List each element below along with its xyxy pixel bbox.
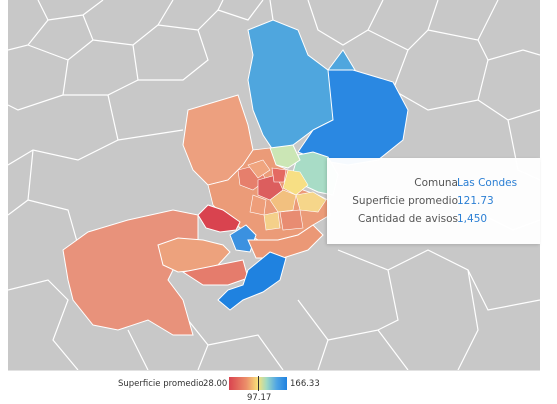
tooltip-row-superficie: Superficie promedio 121.73: [327, 195, 540, 213]
tooltip-row-avisos: Cantidad de avisos 1,450: [327, 213, 540, 231]
region-c3[interactable]: [269, 189, 297, 213]
surrounding-borders: [8, 0, 540, 370]
map-svg: [8, 0, 540, 370]
region-west-red[interactable]: [197, 204, 241, 233]
legend-max: 166.33: [290, 379, 320, 389]
region-c6[interactable]: [279, 209, 304, 231]
legend-title: Superficie promedio: [118, 379, 204, 389]
tooltip-row-comuna: Comuna Las Condes: [327, 177, 540, 195]
tooltip: Comuna Las Condes Superficie promedio 12…: [327, 158, 540, 244]
region-southwest[interactable]: [62, 209, 199, 336]
tooltip-key: Comuna: [414, 177, 458, 189]
tooltip-value: 1,450: [457, 213, 488, 225]
choropleth-map[interactable]: [8, 0, 540, 371]
tooltip-key: Cantidad de avisos: [358, 213, 458, 225]
region-c7[interactable]: [247, 159, 271, 179]
tooltip-value: Las Condes: [457, 177, 518, 189]
region-providencia[interactable]: [282, 169, 309, 196]
legend-min: 28.00: [203, 379, 228, 389]
legend-mid: 97.17: [247, 393, 272, 403]
region-c8[interactable]: [271, 167, 287, 183]
region-nunoa[interactable]: [295, 191, 327, 213]
color-legend: Superficie promedio 28.00 166.33 97.17: [0, 374, 557, 404]
region-c5[interactable]: [263, 211, 281, 231]
tooltip-value: 121.73: [457, 195, 494, 207]
region-southeast-blue[interactable]: [217, 251, 287, 311]
legend-mid-marker: [258, 376, 259, 391]
tooltip-key: Superficie promedio: [352, 195, 458, 207]
region-south-1[interactable]: [157, 237, 231, 273]
